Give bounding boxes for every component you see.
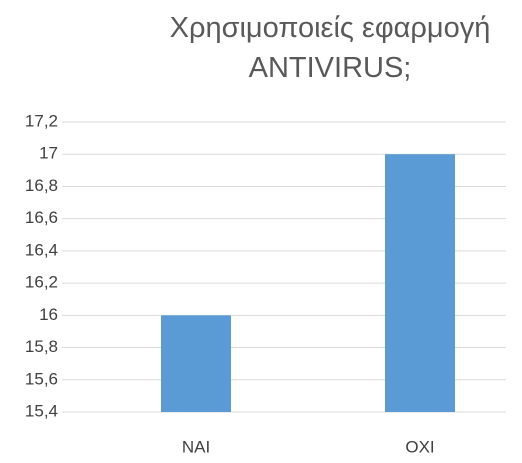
- x-tick-label: OXI: [405, 437, 434, 456]
- y-tick-label: 16: [39, 305, 58, 324]
- bar: [161, 315, 231, 412]
- y-tick-label: 16,8: [25, 176, 58, 195]
- y-tick-label: 16,4: [25, 240, 58, 259]
- y-tick-label: 16,2: [25, 273, 58, 292]
- bar: [385, 154, 455, 412]
- y-tick-label: 15,8: [25, 337, 58, 356]
- y-tick-label: 16,6: [25, 208, 58, 227]
- y-tick-label: 17,2: [25, 111, 58, 130]
- y-tick-label: 15,6: [25, 369, 58, 388]
- y-tick-label: 15,4: [25, 401, 58, 420]
- chart-title: Χρησιμοποιείς εφαρμογή ANTIVIRUS;: [169, 12, 491, 84]
- y-tick-label: 17: [39, 144, 58, 163]
- x-tick-label: NAI: [182, 437, 210, 456]
